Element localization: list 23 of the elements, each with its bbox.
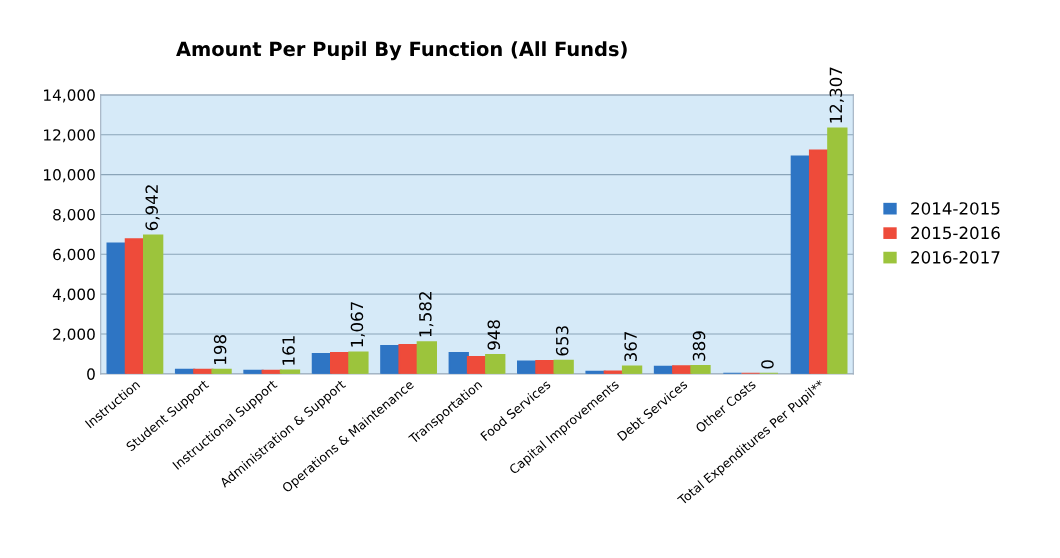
data-label: 1,582 xyxy=(419,292,434,337)
legend-label: 2015-2016 xyxy=(911,226,1000,240)
data-label: 389 xyxy=(692,331,706,361)
y-tick-label: 6,000 xyxy=(53,248,95,262)
data-label: 948 xyxy=(487,320,501,350)
y-tick-label: 14,000 xyxy=(44,89,95,103)
data-label: 6,942 xyxy=(145,185,160,231)
y-tick-label: 4,000 xyxy=(52,288,95,302)
y-tick-label: 10,000 xyxy=(44,169,95,183)
y-tick-label: 0 xyxy=(87,368,95,380)
data-label: 653 xyxy=(555,326,569,356)
y-tick-label: 2,000 xyxy=(53,328,95,342)
data-label: 198 xyxy=(213,335,227,364)
legend-label: 2014-2015 xyxy=(911,202,1000,215)
data-label: 12,307 xyxy=(829,67,844,123)
chart-title: Amount Per Pupil By Function (All Funds) xyxy=(176,41,627,61)
data-label: 1,067 xyxy=(350,302,365,347)
legend-label: 2016-2017 xyxy=(911,251,1000,264)
data-label: 367 xyxy=(624,331,637,362)
data-label: 0 xyxy=(761,360,774,369)
y-tick-label: 8,000 xyxy=(53,208,95,223)
data-label: 161 xyxy=(282,336,295,365)
y-tick-label: 12,000 xyxy=(44,129,95,143)
